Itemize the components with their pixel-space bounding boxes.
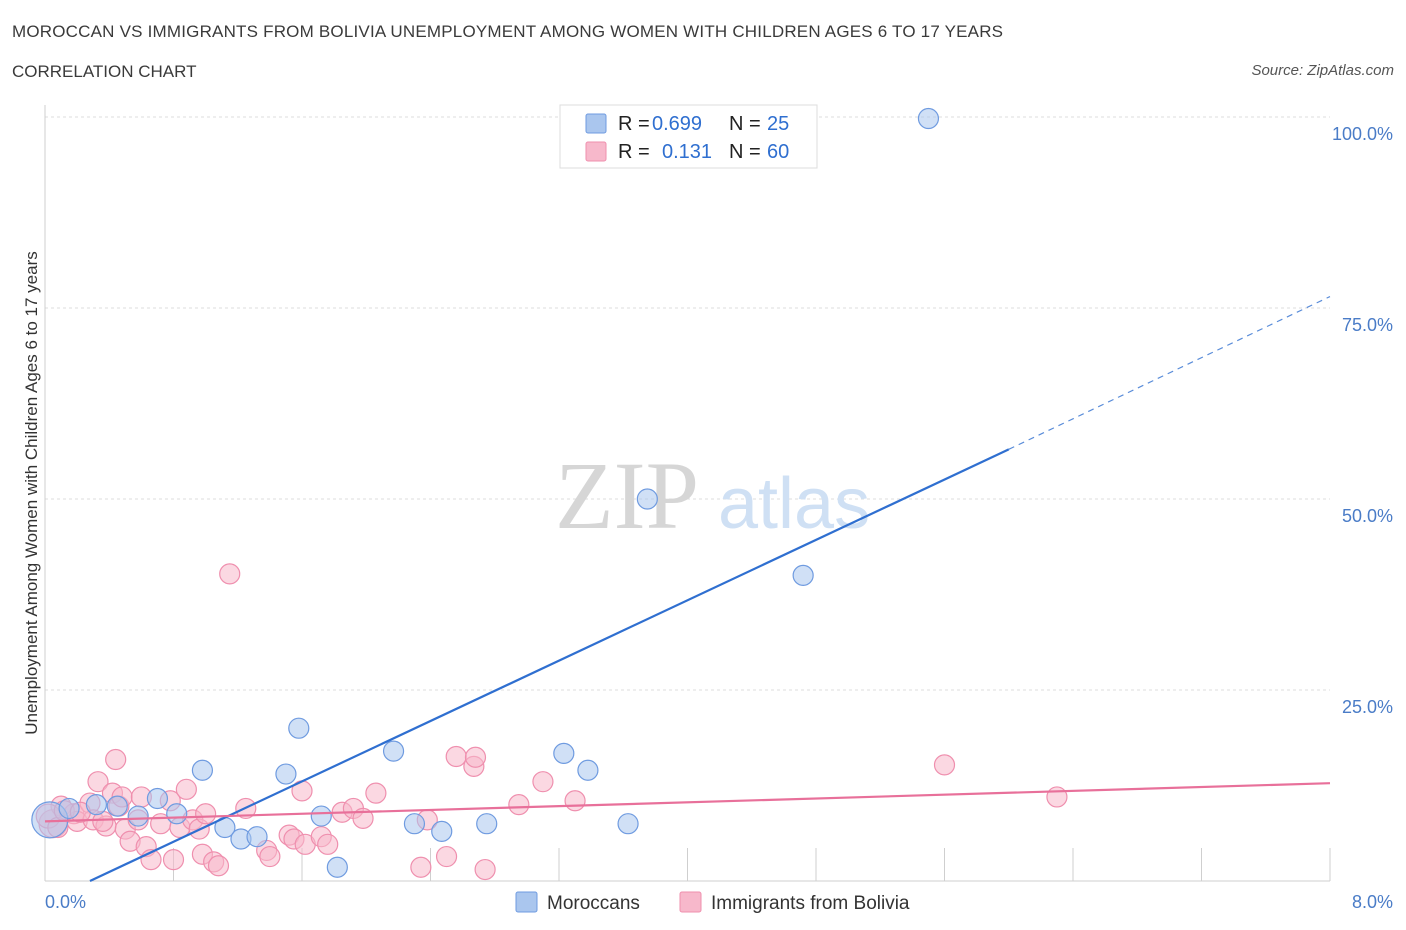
- legend-n-label: N =: [729, 141, 761, 163]
- point-bolivia: [435, 845, 458, 868]
- source-label: Source: ZipAtlas.com: [1251, 62, 1394, 79]
- point-bolivia: [1046, 786, 1068, 808]
- point-bolivia: [317, 833, 339, 855]
- point-moroccans: [310, 805, 332, 827]
- legend-swatch-moroccans: [585, 113, 607, 134]
- watermark-atlas: atlas: [718, 464, 870, 544]
- point-moroccans: [106, 795, 128, 817]
- point-moroccans: [917, 107, 940, 130]
- x-tick-labels: 0.0% 8.0%: [45, 892, 1393, 912]
- chart-subtitle: CORRELATION CHART: [12, 62, 197, 81]
- y-tick-label: 25.0%: [1342, 697, 1393, 717]
- point-bolivia: [532, 771, 554, 793]
- point-moroccans: [246, 826, 268, 848]
- trend-line-bolivia: [44, 782, 1331, 823]
- point-moroccans: [792, 564, 814, 587]
- point-moroccans: [85, 793, 108, 816]
- point-moroccans: [191, 759, 214, 781]
- point-bolivia: [195, 803, 217, 825]
- point-moroccans: [403, 813, 426, 835]
- trend-line-moroccans-extension: [1008, 295, 1331, 450]
- point-bolivia: [219, 563, 241, 585]
- point-bolivia: [410, 856, 432, 878]
- legend: R = 0.699 N = 25 R = 0.131 N = 60: [559, 104, 818, 169]
- legend-r-label: R =: [618, 141, 650, 163]
- point-moroccans: [166, 803, 188, 825]
- x-tick-label: 8.0%: [1352, 892, 1393, 912]
- point-moroccans: [617, 813, 639, 835]
- point-bolivia: [352, 807, 374, 829]
- legend-n-label: N =: [729, 113, 761, 135]
- point-moroccans: [553, 742, 575, 765]
- point-bolivia: [365, 782, 387, 804]
- point-bolivia: [508, 793, 530, 816]
- bottom-legend: Moroccans Immigrants from Bolivia: [515, 891, 910, 914]
- legend-r-value: 0.699: [652, 113, 702, 135]
- x-tick-label: 0.0%: [45, 892, 86, 912]
- trend-lines: [44, 295, 1331, 882]
- watermark: ZIP atlas: [555, 442, 870, 549]
- point-bolivia: [933, 754, 956, 776]
- point-bolivia: [175, 778, 197, 800]
- point-moroccans: [431, 820, 453, 842]
- bottom-legend-swatch-moroccans: [515, 891, 538, 913]
- trend-line-moroccans: [89, 448, 1010, 882]
- point-bolivia: [445, 745, 467, 768]
- bottom-legend-swatch-bolivia: [679, 891, 702, 913]
- y-axis-label: Unemployment Among Women with Children A…: [22, 251, 41, 735]
- legend-r-label: R =: [618, 113, 650, 135]
- point-bolivia: [207, 855, 230, 877]
- point-moroccans: [146, 787, 169, 810]
- point-moroccans: [577, 759, 599, 781]
- point-moroccans: [127, 805, 149, 827]
- point-moroccans: [326, 856, 348, 878]
- point-moroccans: [288, 717, 310, 739]
- point-bolivia: [105, 748, 127, 771]
- watermark-zip: ZIP: [555, 442, 699, 549]
- chart-title: MOROCCAN VS IMMIGRANTS FROM BOLIVIA UNEM…: [12, 22, 1004, 41]
- bottom-legend-label-moroccans: Moroccans: [547, 893, 640, 914]
- legend-n-value: 60: [767, 141, 789, 163]
- point-bolivia: [87, 771, 109, 793]
- legend-swatch-bolivia: [585, 141, 607, 162]
- point-bolivia: [464, 746, 487, 768]
- y-tick-label: 50.0%: [1342, 506, 1393, 526]
- point-bolivia: [564, 790, 586, 812]
- point-moroccans: [58, 797, 80, 820]
- y-tick-label: 75.0%: [1342, 315, 1393, 335]
- point-moroccans: [382, 740, 405, 762]
- y-tick-labels: 25.0% 50.0% 75.0% 100.0%: [1332, 124, 1393, 717]
- point-moroccans: [476, 813, 498, 835]
- point-moroccans: [275, 763, 297, 785]
- y-tick-label: 100.0%: [1332, 124, 1393, 144]
- bottom-legend-label-bolivia: Immigrants from Bolivia: [711, 893, 910, 914]
- point-bolivia: [162, 849, 185, 871]
- point-moroccans: [636, 488, 658, 510]
- legend-r-value: 0.131: [662, 141, 712, 163]
- point-bolivia: [474, 858, 496, 881]
- point-bolivia: [259, 845, 281, 868]
- grid: [45, 116, 1330, 691]
- legend-n-value: 25: [767, 113, 789, 135]
